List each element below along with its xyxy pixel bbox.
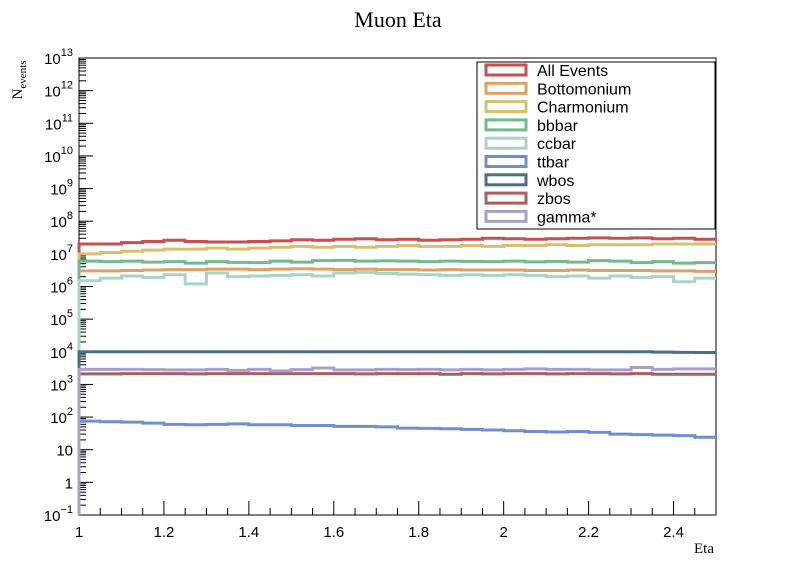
series-line <box>77 350 716 515</box>
y-axis-ticks: 10−1 1 10 102 103 104 105 106 107 108 109 1010 1011 1… <box>44 47 93 525</box>
x-tick-label: 1 <box>75 524 83 541</box>
x-tick-label: 2.4 <box>663 524 684 541</box>
x-tick-label: 2.2 <box>578 524 599 541</box>
legend-entry: gamma* <box>537 209 597 226</box>
x-axis-title: Eta <box>694 541 714 557</box>
legend-entry: All Events <box>537 63 608 80</box>
y-axis-title-main: N <box>10 88 26 99</box>
y-tick-label: 108 <box>50 210 73 231</box>
y-tick-label: 105 <box>50 308 73 329</box>
legend-swatch <box>484 63 528 77</box>
y-axis-title-sub: events <box>17 61 29 89</box>
legend-swatch <box>484 155 528 168</box>
x-axis-ticks: 1 1.2 1.4 1.6 1.8 2 2.2 2.4 <box>75 501 717 541</box>
legend-swatch <box>484 81 528 95</box>
series-layer <box>77 236 716 515</box>
legend-entry: Charmonium <box>537 100 629 117</box>
series-line <box>77 242 716 515</box>
legend-swatch <box>484 209 528 223</box>
legend-swatch <box>484 136 528 150</box>
series-line <box>77 236 716 515</box>
y-tick-label: 10−1 <box>44 504 73 525</box>
x-tick-label: 1.2 <box>154 524 175 541</box>
x-tick-label: 2 <box>499 524 507 541</box>
svg-text:Nevents: Nevents <box>10 61 29 100</box>
x-tick-label: 1.8 <box>408 524 429 541</box>
y-tick-label: 1010 <box>44 145 73 166</box>
legend-swatch <box>484 191 528 205</box>
y-tick-label: 1013 <box>44 47 73 68</box>
legend-entry: zbos <box>537 191 571 208</box>
series-line <box>77 366 716 515</box>
y-tick-label: 1012 <box>44 80 73 101</box>
y-tick-label: 102 <box>50 406 73 427</box>
series-line <box>77 372 716 515</box>
y-tick-label: 106 <box>50 276 73 297</box>
x-tick-label: 1.4 <box>238 524 259 541</box>
y-tick-label: 103 <box>50 373 73 394</box>
y-axis-title: Nevents <box>10 61 29 100</box>
legend-box <box>476 61 716 230</box>
series-line <box>77 258 716 515</box>
y-tick-label: 109 <box>50 178 73 199</box>
series-line <box>77 419 716 515</box>
legend-swatch <box>484 118 528 132</box>
y-tick-label: 107 <box>50 243 73 264</box>
legend-swatch <box>484 100 528 114</box>
legend-swatch <box>484 173 528 187</box>
legend-entry: ttbar <box>537 155 570 172</box>
x-tick-label: 1.6 <box>323 524 344 541</box>
series-line <box>77 267 716 515</box>
y-tick-label: 10 <box>56 443 73 460</box>
legend-entry: Bottomonium <box>537 81 631 98</box>
legend-entry: bbbar <box>537 118 579 135</box>
legend-entry: ccbar <box>537 136 577 153</box>
legend-entry: wbos <box>536 173 574 190</box>
y-tick-label: 104 <box>50 341 73 362</box>
chart-title: Muon Eta <box>354 7 442 32</box>
y-tick-label: 1011 <box>45 112 73 133</box>
y-tick-label: 1 <box>65 475 73 492</box>
series-line <box>77 270 716 515</box>
